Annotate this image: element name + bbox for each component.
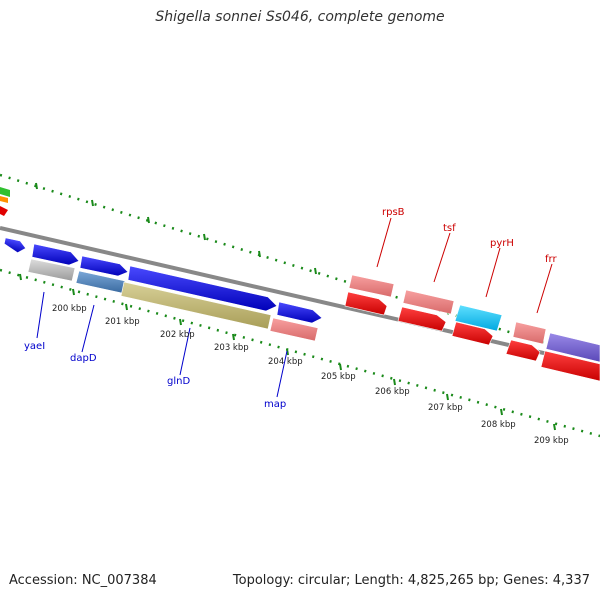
- scale-label: 206 kbp: [375, 387, 410, 397]
- gene-label-map[interactable]: map: [264, 399, 286, 410]
- scale-label: 203 kbp: [214, 343, 249, 353]
- reverse-label-leaders: [376, 217, 553, 314]
- gene-label-glnd[interactable]: glnD: [167, 376, 190, 387]
- gene-label-rpsb[interactable]: rpsB: [382, 207, 405, 218]
- gene-arrow: [3, 237, 27, 254]
- gene-box: [27, 258, 76, 282]
- gene-arrow: [127, 265, 278, 312]
- forward-label-leaders: [36, 291, 288, 398]
- scale-label: 207 kbp: [428, 403, 463, 413]
- gene-box: [348, 274, 395, 298]
- genome-summary-text: Topology: circular; Length: 4,825,265 bp…: [232, 573, 590, 588]
- edge-features[interactable]: [0, 187, 10, 216]
- gene-label-frr[interactable]: frr: [545, 254, 557, 265]
- gene-box: [269, 317, 319, 342]
- gene-label-tsf[interactable]: tsf: [443, 223, 456, 234]
- inner-major-ticks: [19, 273, 556, 431]
- gene-box: [512, 321, 547, 345]
- scale-label: 205 kbp: [321, 372, 356, 382]
- accession-text: Accession: NC_007384: [9, 573, 157, 588]
- gene-arrow: [31, 243, 80, 266]
- gene-arrow: [276, 301, 323, 324]
- scale-label: 202 kbp: [160, 330, 195, 340]
- scale-label: 200 kbp: [52, 304, 87, 314]
- gene-arrow: [451, 321, 494, 346]
- gene-box: [120, 281, 272, 330]
- gene-arrow: [79, 255, 129, 277]
- reverse-genes[interactable]: [344, 274, 600, 382]
- genome-backbone: [0, 226, 600, 368]
- gene-label-dapd[interactable]: dapD: [70, 353, 97, 364]
- gene-label-pyrh[interactable]: pyrH: [490, 238, 514, 249]
- gene-box: [402, 289, 455, 315]
- gene-arrow: [397, 306, 447, 332]
- gene-box: [454, 304, 503, 332]
- gene-arrow: [344, 291, 388, 316]
- gene-label-yaei[interactable]: yaeI: [24, 341, 45, 352]
- gene-box: [545, 332, 600, 363]
- scale-label: 208 kbp: [481, 420, 516, 430]
- scale-label: 201 kbp: [105, 317, 140, 327]
- forward-genes[interactable]: [3, 237, 323, 342]
- map-title: Shigella sonnei Ss046, complete genome: [155, 9, 445, 25]
- gene-arrow: [505, 339, 541, 362]
- scale-label: 209 kbp: [534, 436, 569, 446]
- scale-label: 204 kbp: [268, 357, 303, 367]
- outer-tick-track: [0, 173, 600, 362]
- gene-box: [540, 350, 600, 382]
